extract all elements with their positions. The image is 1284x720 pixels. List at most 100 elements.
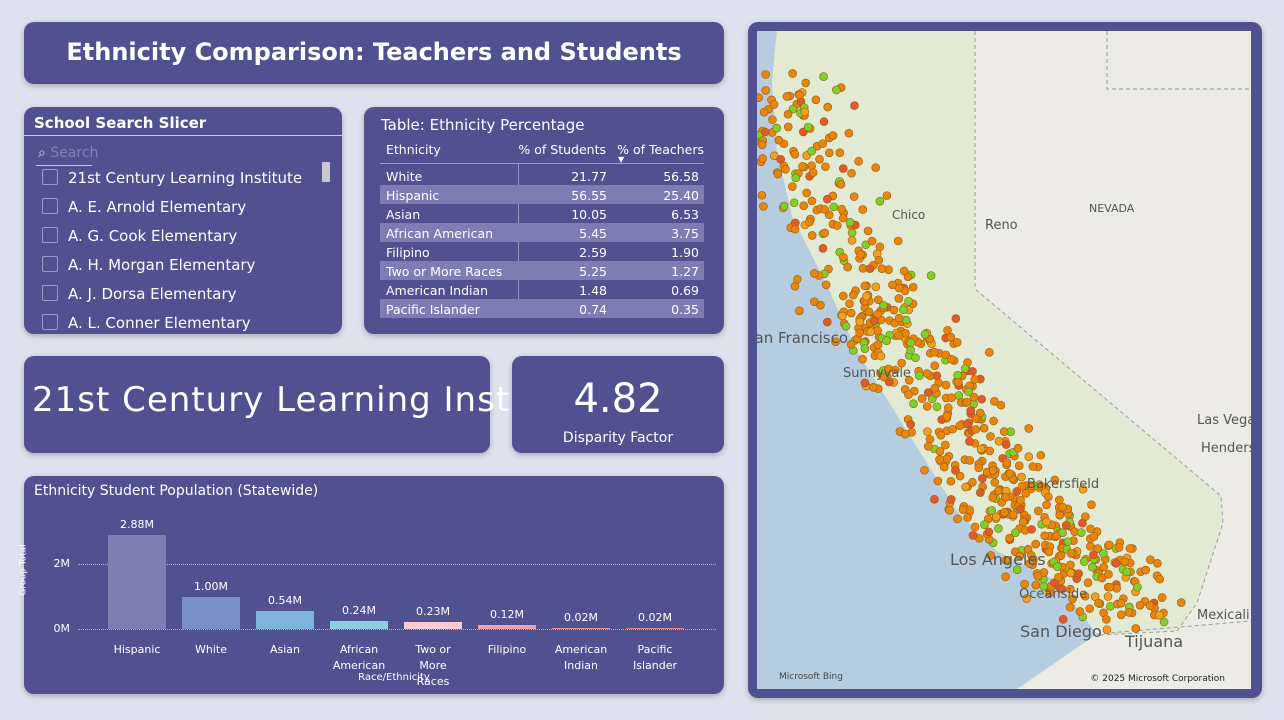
- map[interactable]: Chico Reno NEVADA San Francisco Sunnyvale Las…: [757, 31, 1251, 689]
- school-point[interactable]: [821, 280, 831, 290]
- school-point[interactable]: [1027, 550, 1036, 560]
- school-point[interactable]: [899, 266, 909, 276]
- school-point[interactable]: [974, 463, 984, 472]
- school-point[interactable]: [831, 337, 840, 346]
- school-point[interactable]: [875, 196, 885, 206]
- school-point[interactable]: [968, 531, 978, 540]
- school-point[interactable]: [946, 495, 956, 504]
- school-point[interactable]: [1005, 469, 1015, 478]
- school-point[interactable]: [996, 400, 1006, 410]
- school-point[interactable]: [894, 294, 904, 303]
- school-point[interactable]: [1012, 487, 1022, 496]
- school-point[interactable]: [1024, 452, 1034, 462]
- school-point[interactable]: [1155, 574, 1164, 584]
- school-point[interactable]: [904, 296, 913, 306]
- school-point[interactable]: [803, 122, 813, 132]
- school-point[interactable]: [807, 196, 817, 206]
- school-point[interactable]: [1104, 570, 1113, 579]
- school-point[interactable]: [1141, 565, 1151, 575]
- school-point[interactable]: [860, 378, 870, 388]
- school-point[interactable]: [1002, 458, 1012, 467]
- school-point[interactable]: [818, 244, 828, 253]
- school-point[interactable]: [788, 69, 797, 78]
- school-point[interactable]: [1157, 593, 1167, 602]
- school-point[interactable]: [936, 431, 946, 440]
- school-point[interactable]: [925, 435, 935, 444]
- school-point[interactable]: [961, 482, 970, 492]
- school-point[interactable]: [1054, 572, 1063, 582]
- school-point[interactable]: [980, 520, 989, 529]
- school-point[interactable]: [1014, 461, 1024, 470]
- school-point[interactable]: [917, 394, 927, 403]
- school-point[interactable]: [845, 299, 854, 309]
- school-point[interactable]: [989, 416, 998, 426]
- school-point[interactable]: [968, 478, 977, 487]
- school-point[interactable]: [976, 444, 986, 454]
- school-point[interactable]: [1099, 549, 1108, 558]
- school-point[interactable]: [838, 291, 848, 301]
- school-point[interactable]: [835, 148, 845, 157]
- school-point[interactable]: [790, 150, 800, 159]
- school-point[interactable]: [858, 354, 867, 364]
- school-point[interactable]: [1075, 607, 1085, 616]
- school-point[interactable]: [779, 201, 789, 211]
- school-point[interactable]: [761, 70, 770, 79]
- school-point[interactable]: [923, 388, 933, 397]
- school-point[interactable]: [888, 280, 897, 290]
- school-point[interactable]: [850, 101, 859, 110]
- school-point[interactable]: [843, 262, 852, 272]
- school-point[interactable]: [1114, 543, 1124, 552]
- school-point[interactable]: [1066, 584, 1075, 594]
- school-point[interactable]: [790, 224, 800, 234]
- school-point[interactable]: [1027, 525, 1036, 534]
- school-point[interactable]: [1005, 533, 1014, 543]
- school-point[interactable]: [986, 551, 996, 560]
- school-point[interactable]: [858, 205, 868, 214]
- school-point[interactable]: [1001, 572, 1010, 581]
- school-point[interactable]: [947, 393, 956, 403]
- school-point[interactable]: [800, 107, 810, 117]
- school-point[interactable]: [1080, 591, 1090, 601]
- school-point[interactable]: [860, 344, 870, 353]
- school-point[interactable]: [946, 476, 956, 486]
- school-point[interactable]: [1016, 504, 1025, 514]
- school-point[interactable]: [963, 513, 972, 522]
- school-point[interactable]: [808, 168, 818, 177]
- school-point[interactable]: [1008, 510, 1018, 519]
- school-point[interactable]: [1001, 492, 1010, 502]
- school-point[interactable]: [1105, 601, 1115, 611]
- school-point[interactable]: [955, 421, 965, 430]
- school-point[interactable]: [1102, 615, 1111, 624]
- school-point[interactable]: [862, 291, 871, 301]
- school-point[interactable]: [920, 329, 930, 339]
- school-point[interactable]: [930, 361, 940, 370]
- school-point[interactable]: [988, 466, 998, 475]
- school-point[interactable]: [761, 86, 770, 95]
- school-point[interactable]: [1020, 579, 1029, 589]
- school-point[interactable]: [1099, 562, 1109, 572]
- school-point[interactable]: [1097, 573, 1107, 583]
- school-point[interactable]: [990, 397, 999, 406]
- school-point[interactable]: [1018, 517, 1028, 527]
- school-point[interactable]: [1033, 571, 1043, 581]
- school-point[interactable]: [948, 424, 957, 434]
- school-point[interactable]: [932, 371, 942, 381]
- school-point[interactable]: [772, 123, 781, 133]
- school-point[interactable]: [1017, 481, 1027, 491]
- school-point[interactable]: [855, 317, 865, 327]
- school-point[interactable]: [893, 236, 903, 246]
- school-point[interactable]: [985, 347, 994, 357]
- school-point[interactable]: [968, 367, 977, 376]
- school-point[interactable]: [838, 311, 847, 321]
- school-point[interactable]: [953, 370, 962, 380]
- school-point[interactable]: [965, 437, 974, 446]
- school-point[interactable]: [757, 93, 763, 103]
- school-point[interactable]: [1063, 537, 1073, 546]
- school-point[interactable]: [1016, 495, 1025, 505]
- school-point[interactable]: [822, 317, 832, 327]
- school-point[interactable]: [1066, 568, 1076, 578]
- school-point[interactable]: [1076, 528, 1086, 537]
- school-point[interactable]: [1111, 559, 1121, 568]
- school-point[interactable]: [971, 425, 981, 434]
- school-point[interactable]: [906, 420, 915, 429]
